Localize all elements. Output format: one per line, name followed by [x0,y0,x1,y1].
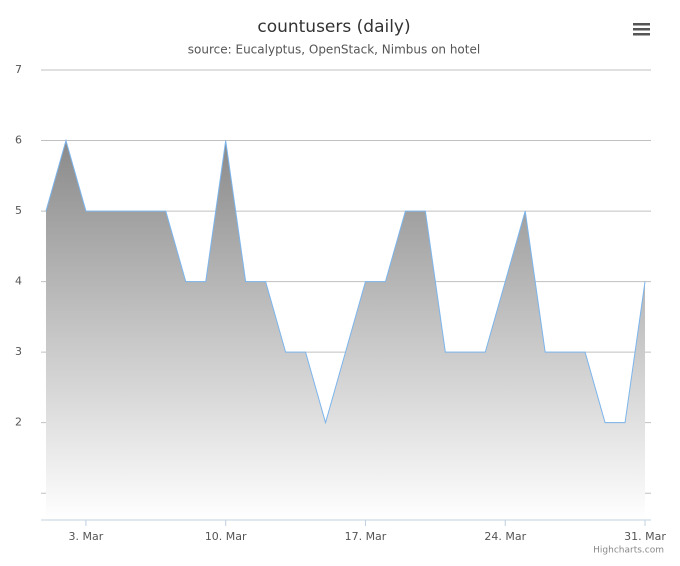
x-tick-label: 3. Mar [69,530,104,543]
x-tick-label: 24. Mar [484,530,526,543]
area-line [45,138,646,425]
x-tick-label: 10. Mar [205,530,247,543]
area-fill [45,140,646,521]
y-tick-label: 6 [15,134,22,147]
y-tick-label: 4 [15,275,22,288]
credits[interactable]: Highcharts.com [593,546,664,556]
y-tick-label: 3 [15,345,22,358]
x-tick-label: 31. Mar [624,530,666,543]
menu-bar [633,33,650,36]
chart-title: countusers (daily) [257,17,410,37]
chart-subtitle: source: Eucalyptus, OpenStack, Nimbus on… [188,43,480,57]
menu-bar [633,28,650,31]
y-tick-label: 2 [15,416,22,429]
x-tick-label: 17. Mar [345,530,387,543]
menu-button[interactable] [630,18,654,40]
y-tick-label: 5 [15,204,22,217]
menu-bar [633,23,650,26]
y-tick-label: 7 [15,63,22,76]
